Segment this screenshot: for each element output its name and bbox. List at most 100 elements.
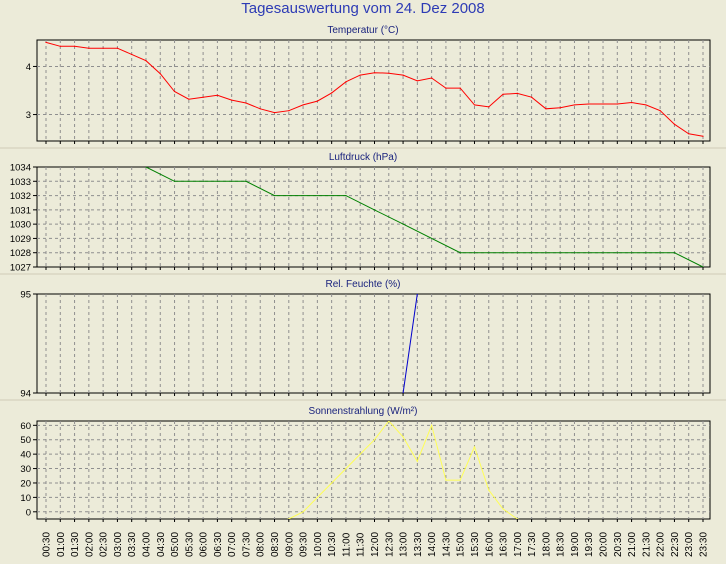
data-point <box>402 436 404 438</box>
x-tick-label: 19:30 <box>584 532 595 557</box>
data-point <box>259 108 261 110</box>
y-tick-label: 4 <box>26 62 31 73</box>
data-point <box>445 87 447 89</box>
data-point <box>274 523 275 524</box>
x-tick-label: 07:00 <box>227 532 238 557</box>
x-tick-label: 16:00 <box>484 532 495 557</box>
data-point <box>116 47 119 49</box>
data-point <box>688 133 690 135</box>
data-point <box>559 107 561 109</box>
data-point <box>416 80 418 82</box>
x-tick-label: 13:30 <box>413 532 424 557</box>
data-point <box>331 92 333 94</box>
x-tick-label: 01:00 <box>56 532 67 557</box>
x-tick-label: 08:00 <box>256 532 267 557</box>
plot-area <box>36 166 711 268</box>
data-point <box>73 45 76 47</box>
x-tick-label: 10:30 <box>327 532 338 557</box>
x-tick-label: 20:00 <box>599 532 610 557</box>
data-point <box>630 101 633 104</box>
data-point <box>302 511 304 513</box>
data-point <box>373 72 376 74</box>
plot-area <box>36 420 711 520</box>
data-point <box>359 74 361 76</box>
y-tick-label: 1034 <box>10 163 31 174</box>
data-point <box>288 110 290 112</box>
x-tick-label: 02:30 <box>99 532 110 557</box>
data-point <box>145 167 147 168</box>
plot-area <box>36 293 711 394</box>
x-tick-label: 04:30 <box>156 532 167 557</box>
data-point <box>645 104 647 106</box>
x-tick-label: 19:00 <box>570 532 581 557</box>
data-point <box>45 41 47 44</box>
x-axis-labels: 00:30 01:00 01:30 02:00 02:30 03:00 03:30 04:00… <box>42 532 710 557</box>
x-tick-label: 21:00 <box>627 532 638 557</box>
data-point <box>102 47 104 49</box>
series-line <box>145 167 704 267</box>
data-point <box>673 252 676 254</box>
data-point <box>388 72 390 74</box>
x-tick-label: 09:30 <box>299 532 310 557</box>
data-point <box>459 87 461 89</box>
data-point <box>659 110 661 112</box>
x-tick-label: 04:00 <box>141 532 152 557</box>
y-tick-label: 1027 <box>10 263 31 274</box>
chart-panel-3: Rel. Feuchte (%) 94 95 <box>0 279 726 401</box>
page-title: Tagesauswertung vom 24. Dez 2008 <box>241 0 485 17</box>
data-point <box>488 489 490 491</box>
data-point <box>288 518 290 519</box>
data-point <box>473 446 476 448</box>
y-tick-label: 3 <box>26 110 31 121</box>
chart-panel-4: Sonnenstrahlung (W/m²) 0 10 20 30 40 50 60 <box>20 406 711 524</box>
data-point <box>359 453 361 455</box>
data-point <box>459 479 461 481</box>
data-point <box>273 194 276 197</box>
data-point <box>216 94 218 96</box>
data-point <box>431 424 433 426</box>
data-point <box>531 96 533 98</box>
data-point <box>702 266 704 267</box>
series-line <box>402 294 418 393</box>
data-point <box>316 100 318 102</box>
data-point <box>159 73 161 75</box>
x-tick-label: 18:00 <box>541 532 552 557</box>
chart-panel-1: Temperatur (°C) 3 4 <box>0 25 726 149</box>
x-tick-label: 00:30 <box>42 532 53 557</box>
x-tick-label: 15:30 <box>470 532 481 557</box>
data-point <box>459 252 461 254</box>
data-point <box>545 108 547 110</box>
data-point <box>445 479 447 481</box>
data-point <box>316 496 318 498</box>
data-point <box>402 223 404 225</box>
y-tick-label: 60 <box>20 421 31 432</box>
data-point <box>131 53 133 56</box>
x-tick-label: 09:00 <box>284 532 295 557</box>
data-point <box>573 104 576 106</box>
x-tick-label: 20:30 <box>613 532 624 557</box>
y-tick-label: 1032 <box>10 191 31 202</box>
data-point <box>502 93 504 95</box>
data-point <box>373 439 376 441</box>
x-tick-label: 13:00 <box>399 532 410 557</box>
y-tick-label: 95 <box>20 290 31 301</box>
x-tick-label: 14:00 <box>427 532 438 557</box>
x-tick-label: 16:30 <box>499 532 510 557</box>
data-point <box>602 103 604 105</box>
data-point <box>173 180 176 182</box>
x-tick-label: 14:30 <box>441 532 452 557</box>
y-tick-label: 1029 <box>10 234 31 245</box>
x-tick-label: 23:00 <box>684 532 695 557</box>
y-tick-label: 40 <box>20 450 31 461</box>
data-point <box>173 90 176 93</box>
data-point <box>516 518 518 519</box>
data-point <box>431 77 433 79</box>
x-tick-label: 08:30 <box>270 532 281 557</box>
x-tick-label: 06:30 <box>213 532 224 557</box>
x-tick-label: 05:30 <box>184 532 195 557</box>
x-tick-label: 12:30 <box>384 532 395 557</box>
data-point <box>702 135 704 137</box>
x-tick-label: 10:00 <box>313 532 324 557</box>
data-point <box>88 47 90 49</box>
